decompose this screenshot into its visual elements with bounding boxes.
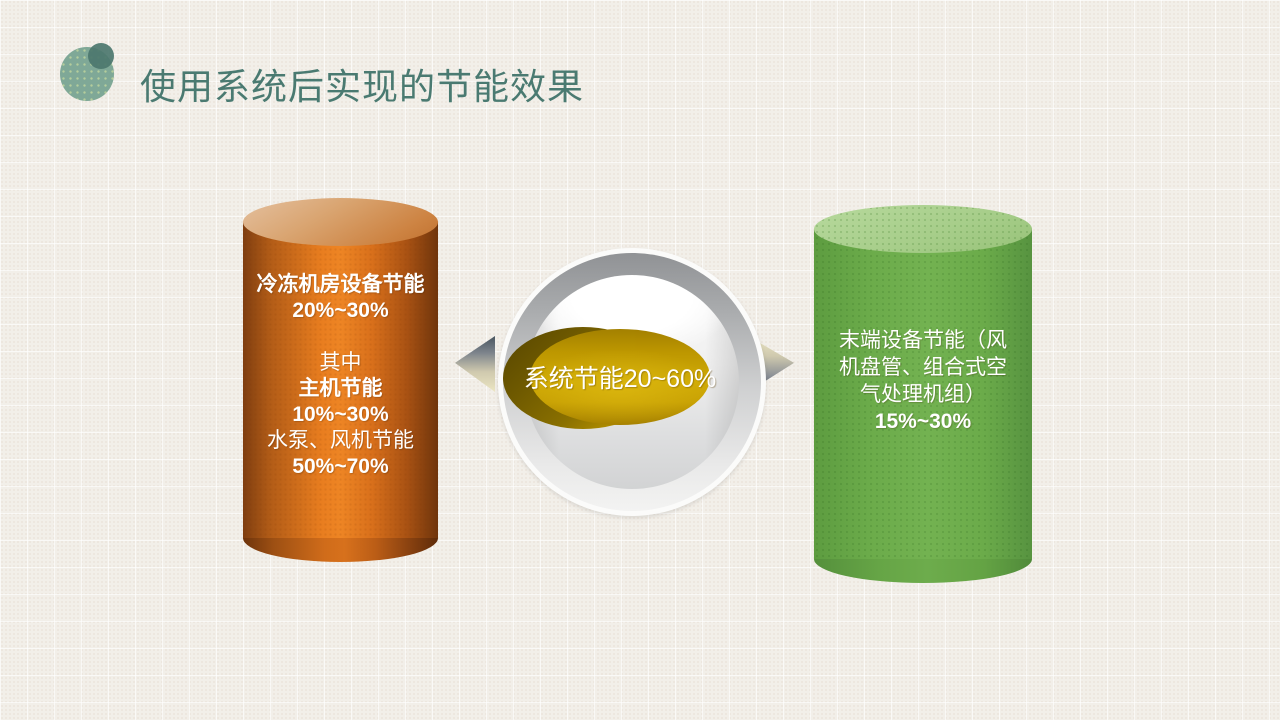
left-arrow-icon — [455, 336, 495, 392]
cylinder-text-line: 15%~30% — [874, 410, 972, 433]
cylinder-text-line: 水泵、风机节能 — [267, 429, 414, 452]
left-cylinder: 冷冻机房设备节能 20%~30% 其中主机节能 10%~30% 水泵、风机节能 50%~… — [243, 198, 438, 562]
cylinder-text-line: 气处理机组） — [860, 383, 986, 406]
right-cylinder-top-cap — [814, 205, 1032, 253]
cylinder-text-line: 其中 — [319, 351, 362, 374]
right-cylinder-text: 末端设备节能（风 机盘管、组合式空 气处理机组） 15%~30% — [814, 327, 1032, 435]
left-cylinder-text: 冷冻机房设备节能 20%~30% 其中主机节能 10%~30% 水泵、风机节能 50%~… — [243, 272, 438, 480]
cylinder-text-line: 10%~30% — [292, 403, 389, 426]
cylinder-text-line: 末端设备节能（风 — [839, 329, 1007, 352]
cylinder-text-line: 主机节能 — [298, 377, 383, 400]
right-cylinder-body — [814, 229, 1032, 559]
slide-title: 使用系统后实现的节能效果 — [140, 66, 585, 107]
cylinder-text-line: 50%~70% — [292, 455, 389, 478]
gold-ellipse-front — [530, 329, 710, 425]
cylinder-text-line: 冷冻机房设备节能 — [256, 273, 425, 296]
left-cylinder-top-cap — [243, 198, 438, 246]
title-decor-small-circle-icon — [88, 43, 114, 69]
center-sphere: 系统节能20~60% — [498, 248, 766, 516]
cylinder-text-line — [243, 324, 438, 350]
cylinder-text-line: 机盘管、组合式空 — [839, 356, 1007, 379]
right-cylinder: 末端设备节能（风 机盘管、组合式空 气处理机组） 15%~30% — [814, 205, 1032, 583]
left-cylinder-body — [243, 222, 438, 538]
sphere-label: 系统节能20~60% — [523, 365, 717, 393]
cylinder-text-line: 20%~30% — [292, 299, 389, 322]
